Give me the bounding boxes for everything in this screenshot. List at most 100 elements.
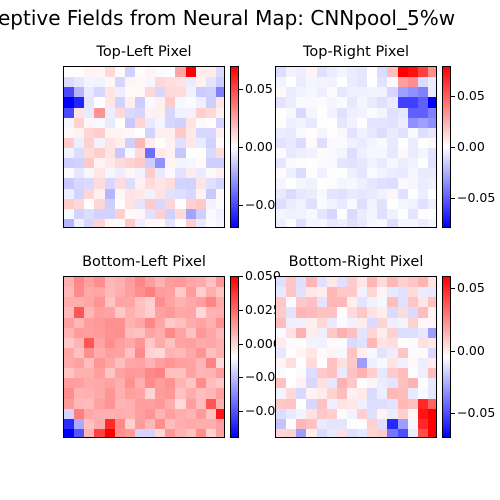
heatmap-cell bbox=[185, 408, 197, 420]
heatmap-cell bbox=[397, 208, 409, 220]
heatmap-cell bbox=[185, 327, 197, 339]
heatmap-cell bbox=[215, 327, 224, 339]
heatmap-cell bbox=[306, 97, 318, 109]
heatmap-cell bbox=[296, 127, 307, 139]
heatmap-cell bbox=[205, 337, 217, 349]
heatmap-cell bbox=[407, 277, 419, 288]
heatmap-cell bbox=[104, 107, 116, 119]
heatmap-cell bbox=[346, 327, 358, 339]
heatmap-cell bbox=[195, 158, 207, 169]
heatmap-cell bbox=[306, 287, 318, 298]
heatmap-cell bbox=[165, 327, 176, 339]
heatmap-cell bbox=[215, 158, 224, 169]
heatmap-cell bbox=[417, 327, 429, 339]
heatmap-cell bbox=[346, 418, 358, 430]
heatmap-cell bbox=[134, 198, 146, 210]
colorbar-tick bbox=[239, 147, 243, 148]
heatmap-cell bbox=[427, 428, 436, 437]
colorbar-tick-label: 0.00 bbox=[457, 342, 485, 358]
heatmap-cell bbox=[155, 358, 166, 369]
heatmap-cell bbox=[104, 148, 116, 159]
heatmap-cell bbox=[185, 418, 197, 430]
heatmap-cell bbox=[74, 418, 85, 430]
heatmap-cell bbox=[397, 287, 409, 298]
heatmap-cell bbox=[336, 388, 348, 400]
heatmap-cell bbox=[316, 77, 328, 88]
heatmap-cell bbox=[195, 378, 207, 389]
heatmap-cell bbox=[175, 178, 187, 190]
heatmap-cell bbox=[296, 67, 307, 78]
heatmap-cell bbox=[336, 327, 348, 339]
heatmap-cell bbox=[286, 97, 297, 109]
heatmap-cell bbox=[114, 388, 126, 400]
heatmap-cell bbox=[104, 97, 116, 109]
heatmap-cell bbox=[286, 317, 297, 329]
heatmap-cell bbox=[417, 408, 429, 420]
heatmap-cell bbox=[417, 158, 429, 169]
heatmap-cell bbox=[387, 378, 399, 389]
heatmap-cell bbox=[407, 337, 419, 349]
heatmap-cell bbox=[336, 358, 348, 369]
heatmap-cell bbox=[205, 67, 217, 78]
heatmap-cell bbox=[397, 127, 409, 139]
heatmap-cell bbox=[165, 67, 176, 78]
heatmap-cell bbox=[316, 297, 328, 308]
heatmap-cell bbox=[104, 77, 116, 88]
heatmap-cell bbox=[205, 428, 217, 437]
heatmap-cell bbox=[407, 158, 419, 169]
heatmap-cell bbox=[367, 188, 378, 200]
heatmap-cell bbox=[185, 218, 197, 227]
heatmap-cell bbox=[316, 218, 328, 227]
heatmap-cell bbox=[306, 347, 318, 359]
heatmap-cell bbox=[276, 277, 287, 288]
heatmap-cell bbox=[377, 158, 388, 169]
heatmap-cell bbox=[74, 327, 85, 339]
heatmap-cell bbox=[427, 137, 436, 149]
heatmap-cell bbox=[377, 287, 388, 298]
heatmap-cell bbox=[64, 327, 75, 339]
heatmap-cell bbox=[316, 127, 328, 139]
heatmap-cell bbox=[296, 277, 307, 288]
heatmap-cell bbox=[427, 127, 436, 139]
heatmap-cell bbox=[397, 428, 409, 437]
heatmap-cell bbox=[64, 178, 75, 190]
heatmap-cell bbox=[145, 188, 156, 200]
heatmap-cell bbox=[367, 378, 378, 389]
heatmap-cell bbox=[296, 188, 307, 200]
heatmap-cell bbox=[286, 358, 297, 369]
heatmap-cell bbox=[367, 428, 378, 437]
heatmap-cell bbox=[155, 137, 166, 149]
heatmap-cell bbox=[114, 198, 126, 210]
heatmap-cell bbox=[306, 327, 318, 339]
heatmap-cell bbox=[276, 127, 287, 139]
heatmap-cell bbox=[215, 428, 224, 437]
heatmap-cell bbox=[215, 178, 224, 190]
heatmap-cell bbox=[387, 117, 399, 129]
heatmap-cell bbox=[397, 368, 409, 379]
heatmap-cell bbox=[357, 148, 368, 159]
heatmap-cell bbox=[377, 148, 388, 159]
heatmap-cell bbox=[84, 418, 95, 430]
heatmap-cell bbox=[427, 408, 436, 420]
heatmap-cell bbox=[155, 317, 166, 329]
colorbar-tick-label: −0.05 bbox=[457, 189, 496, 205]
heatmap-cell bbox=[104, 198, 116, 210]
heatmap-cell bbox=[185, 347, 197, 359]
colorbar-tick bbox=[239, 89, 243, 91]
heatmap-cell bbox=[387, 358, 399, 369]
heatmap-cell bbox=[387, 347, 399, 359]
heatmap-cell bbox=[427, 388, 436, 400]
heatmap-cell bbox=[165, 297, 176, 308]
heatmap-cell bbox=[296, 307, 307, 319]
heatmap-cell bbox=[286, 218, 297, 227]
heatmap-cell bbox=[306, 307, 318, 319]
heatmap-cell bbox=[377, 428, 388, 437]
heatmap-cell bbox=[427, 368, 436, 379]
heatmap-cell bbox=[134, 368, 146, 379]
heatmap-cell bbox=[286, 327, 297, 339]
heatmap-cell bbox=[286, 297, 297, 308]
heatmap-cell bbox=[165, 337, 176, 349]
heatmap-cell bbox=[367, 358, 378, 369]
heatmap-cell bbox=[74, 347, 85, 359]
heatmap-cell bbox=[346, 408, 358, 420]
